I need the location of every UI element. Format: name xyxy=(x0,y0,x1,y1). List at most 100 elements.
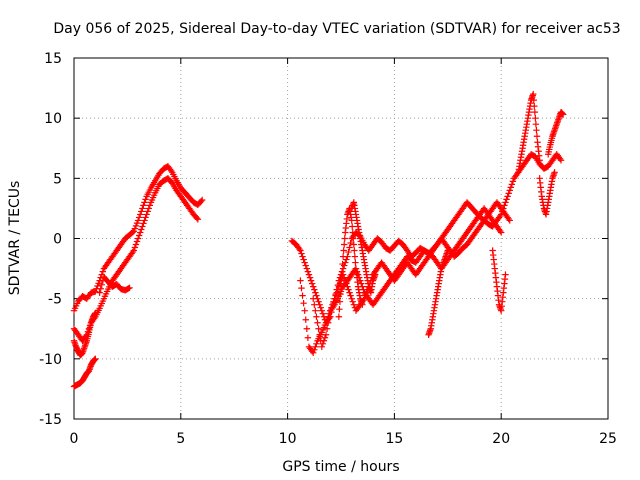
data-point-fill xyxy=(337,290,344,298)
data-point xyxy=(92,309,99,317)
data-point-fill xyxy=(333,289,340,296)
data-point-fill xyxy=(303,265,311,272)
data-point xyxy=(301,259,308,266)
data-point-fill xyxy=(321,334,329,341)
data-point-fill xyxy=(533,133,541,140)
data-point xyxy=(557,157,565,164)
x-tick-label: 20 xyxy=(492,431,510,447)
data-point-fill xyxy=(304,334,312,341)
data-point xyxy=(348,295,355,302)
y-tick-label: 0 xyxy=(53,232,62,248)
y-axis-label: SDTVAR / TECUs xyxy=(7,181,23,296)
data-point-fill xyxy=(129,248,136,256)
data-point-fill xyxy=(349,229,356,236)
data-point xyxy=(530,90,537,98)
data-point xyxy=(134,217,142,224)
data-point xyxy=(139,205,146,212)
data-point xyxy=(339,253,347,260)
data-point-fill xyxy=(530,96,537,104)
data-point-fill xyxy=(339,260,346,268)
data-point-fill xyxy=(315,325,322,332)
data-point-fill xyxy=(531,102,538,110)
data-point-fill xyxy=(505,190,512,197)
data-point xyxy=(506,217,513,224)
data-point-fill xyxy=(129,228,136,236)
data-points xyxy=(70,90,567,390)
data-point-fill xyxy=(302,316,309,323)
data-point xyxy=(143,211,150,218)
data-point-fill xyxy=(142,196,149,203)
data-point-fill xyxy=(346,289,353,296)
data-point xyxy=(444,247,451,254)
data-point-fill xyxy=(340,247,347,254)
data-point-fill xyxy=(144,208,151,215)
data-point-fill xyxy=(509,178,517,185)
data-point-fill xyxy=(312,307,319,314)
data-point-fill xyxy=(346,244,353,251)
data-point-fill xyxy=(140,202,147,209)
data-point-fill xyxy=(303,325,311,332)
data-point-fill xyxy=(362,292,369,299)
data-point-fill xyxy=(350,235,357,242)
data-point-fill xyxy=(338,275,345,283)
data-point xyxy=(344,283,351,290)
data-point-fill xyxy=(345,286,352,293)
data-point-fill xyxy=(132,241,140,248)
data-point xyxy=(297,277,304,284)
data-point-fill xyxy=(349,298,356,305)
y-tick-label: -5 xyxy=(48,292,62,308)
data-point-fill xyxy=(316,331,323,338)
data-point-fill xyxy=(328,304,335,311)
data-point xyxy=(198,196,206,204)
data-point-fill xyxy=(496,227,504,235)
data-point-fill xyxy=(300,256,307,263)
data-point-fill xyxy=(300,299,307,307)
data-point xyxy=(310,295,317,302)
data-point xyxy=(297,247,304,254)
data-point-fill xyxy=(317,304,324,311)
data-point-fill xyxy=(299,253,306,260)
data-point xyxy=(92,355,99,363)
data-point-fill xyxy=(323,325,331,332)
data-point-fill xyxy=(133,238,141,245)
data-point xyxy=(327,307,334,314)
series-segment-spike-22 xyxy=(544,108,567,158)
data-point-fill xyxy=(330,298,337,305)
grid xyxy=(74,58,608,419)
series-segment-spike-21 xyxy=(515,90,543,176)
data-point-fill xyxy=(352,259,359,266)
data-point-fill xyxy=(504,193,511,200)
data-point-fill xyxy=(338,268,346,275)
data-point-fill xyxy=(319,340,327,347)
data-point-fill xyxy=(304,268,312,275)
data-point-fill xyxy=(145,205,152,212)
data-point-fill xyxy=(341,241,348,248)
data-point xyxy=(134,235,142,242)
chart-title: Day 056 of 2025, Sidereal Day-to-day VTE… xyxy=(53,21,620,37)
data-point-fill xyxy=(320,337,328,344)
x-tick-label: 25 xyxy=(599,431,617,447)
data-point-fill xyxy=(313,313,320,320)
series-segment-spike-12 xyxy=(335,205,366,320)
data-point xyxy=(559,111,567,118)
data-point-fill xyxy=(141,217,148,224)
data-point-fill xyxy=(142,214,149,221)
data-point-fill xyxy=(532,120,540,128)
series-segment-afternoon-c xyxy=(310,199,513,350)
data-point xyxy=(502,199,509,206)
data-point-fill xyxy=(505,215,512,223)
data-point-fill xyxy=(533,127,540,134)
data-point-fill xyxy=(298,250,305,257)
data-point xyxy=(350,241,358,248)
data-point xyxy=(301,307,308,314)
data-point-fill xyxy=(138,208,145,215)
data-point xyxy=(194,216,202,223)
data-point-fill xyxy=(97,285,104,292)
data-point xyxy=(322,331,330,338)
data-point-fill xyxy=(343,256,350,263)
data-point-fill xyxy=(311,301,318,308)
data-point-fill xyxy=(501,202,508,209)
series-segment-dip-22 xyxy=(536,169,558,218)
data-point-fill xyxy=(137,211,144,218)
